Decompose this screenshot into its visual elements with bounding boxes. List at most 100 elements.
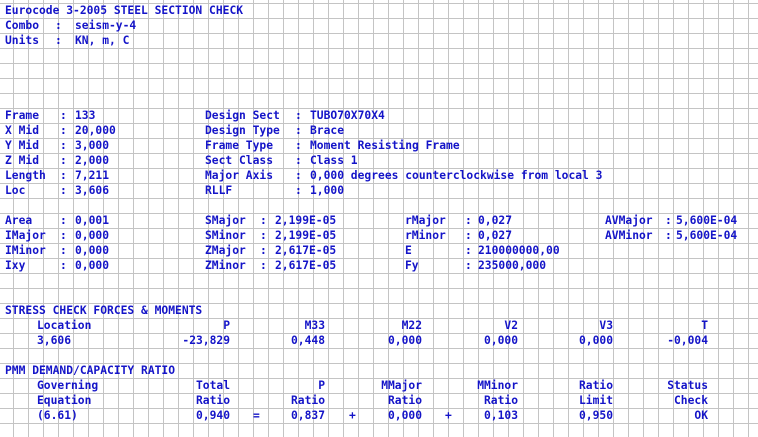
info-value: TUBO70X70X4 [310, 109, 385, 122]
info-label: Sect Class [205, 154, 280, 167]
stress-value-v3: 0,000 [578, 334, 613, 347]
info-separator: : [295, 139, 302, 152]
prop-separator: : [465, 229, 472, 242]
prop-separator: : [465, 259, 472, 272]
info-label: Z Mid [5, 154, 40, 167]
prop-separator: : [60, 244, 67, 257]
prop-label: SMajor [205, 214, 246, 227]
pmm-header-equation: Equation [37, 394, 92, 407]
stress-value-v2: 0,000 [483, 334, 518, 347]
units-separator: : [55, 34, 69, 47]
prop-value: 2,617E-05 [275, 259, 337, 272]
units-label: Units [5, 34, 40, 47]
info-label: Design Type [205, 124, 280, 137]
stress-value-m22: 0,000 [387, 334, 422, 347]
prop-value: 210000000,00 [478, 244, 560, 257]
info-value: 3,606 [75, 184, 110, 197]
combo-value: seism-y-4 [75, 19, 137, 32]
prop-value: 0,000 [75, 229, 110, 242]
info-label: Frame [5, 109, 40, 122]
info-value: 2,000 [75, 154, 110, 167]
info-value: 3,000 [75, 139, 110, 152]
pmm-operator-plus: + [445, 409, 452, 422]
combo-separator: : [55, 19, 69, 32]
prop-separator: : [465, 214, 472, 227]
prop-label: Ixy [5, 259, 26, 272]
prop-value: 2,199E-05 [275, 229, 337, 242]
prop-separator: : [60, 214, 67, 227]
prop-label: AVMajor [605, 214, 653, 227]
info-separator: : [295, 109, 302, 122]
section-title-pmm: PMM DEMAND/CAPACITY RATIO [5, 364, 176, 377]
pmm-header-ratio: Ratio [578, 379, 613, 392]
info-label: Design Sect [205, 109, 280, 122]
prop-separator: : [260, 214, 267, 227]
stress-header-m33: M33 [304, 319, 325, 332]
info-value: 7,211 [75, 169, 110, 182]
units-value: KN, m, C [75, 34, 130, 47]
prop-value: 5,600E-04 [676, 214, 738, 227]
info-label: Length [5, 169, 46, 182]
stress-value-m33: 0,448 [290, 334, 325, 347]
pmm-header-total-ratio: Ratio [195, 394, 230, 407]
pmm-value-equation: (6.61) [37, 409, 78, 422]
prop-separator: : [260, 229, 267, 242]
info-value: Moment Resisting Frame [310, 139, 460, 152]
section-title-stress: STRESS CHECK FORCES & MOMENTS [5, 304, 203, 317]
prop-value: 0,027 [478, 229, 513, 242]
combo-label: Combo [5, 19, 40, 32]
info-label: RLLF [205, 184, 280, 197]
prop-label: rMajor [405, 214, 446, 227]
pmm-value-ratio-limit: 0,950 [578, 409, 613, 422]
prop-separator: : [260, 244, 267, 257]
info-value: Brace [310, 124, 345, 137]
info-value: 133 [75, 109, 96, 122]
info-separator: : [295, 169, 302, 182]
stress-header-m22: M22 [401, 319, 422, 332]
pmm-value-total-ratio: 0,940 [195, 409, 230, 422]
prop-separator: : [465, 244, 472, 257]
pmm-header-mmajor: MMajor [381, 379, 422, 392]
prop-value: 0,000 [75, 259, 110, 272]
prop-separator: : [260, 259, 267, 272]
prop-label: Area [5, 214, 33, 227]
prop-label: E [405, 244, 446, 257]
prop-label: IMajor [5, 229, 46, 242]
prop-value: 0,027 [478, 214, 513, 227]
prop-label: IMinor [5, 244, 46, 257]
info-separator: : [60, 124, 67, 137]
prop-value: 2,199E-05 [275, 214, 337, 227]
pmm-header-total: Total [195, 379, 230, 392]
pmm-header-status: Status [667, 379, 708, 392]
info-separator: : [60, 139, 67, 152]
pmm-header-governing: Governing [37, 379, 99, 392]
pmm-header-mmajor-ratio: Ratio [387, 394, 422, 407]
info-value: 1,000 [310, 184, 345, 197]
prop-value: 235000,000 [478, 259, 547, 272]
pmm-header-limit: Limit [578, 394, 613, 407]
info-label: Frame Type [205, 139, 280, 152]
prop-label: Fy [405, 259, 446, 272]
stress-value-p: -23,829 [182, 334, 230, 347]
prop-value: 0,000 [75, 244, 110, 257]
pmm-operator-plus: + [349, 409, 356, 422]
info-label: Loc [5, 184, 26, 197]
pmm-header-p: P [318, 379, 325, 392]
pmm-operator-equals: = [253, 409, 260, 422]
prop-separator: : [60, 259, 67, 272]
stress-value-location: 3,606 [37, 334, 72, 347]
info-separator: : [60, 184, 67, 197]
info-separator: : [295, 154, 302, 167]
info-label: X Mid [5, 124, 40, 137]
pmm-header-p-ratio: Ratio [290, 394, 325, 407]
info-label: Major Axis [205, 169, 280, 182]
prop-label: rMinor [405, 229, 446, 242]
prop-separator: : [60, 229, 67, 242]
stress-header-t: T [701, 319, 708, 332]
info-separator: : [60, 109, 67, 122]
info-value: 0,000 degrees counterclockwise from loca… [310, 169, 603, 182]
pmm-header-check: Check [673, 394, 708, 407]
stress-header-location: Location [37, 319, 92, 332]
stress-header-p: P [223, 319, 230, 332]
prop-value: 5,600E-04 [676, 229, 738, 242]
